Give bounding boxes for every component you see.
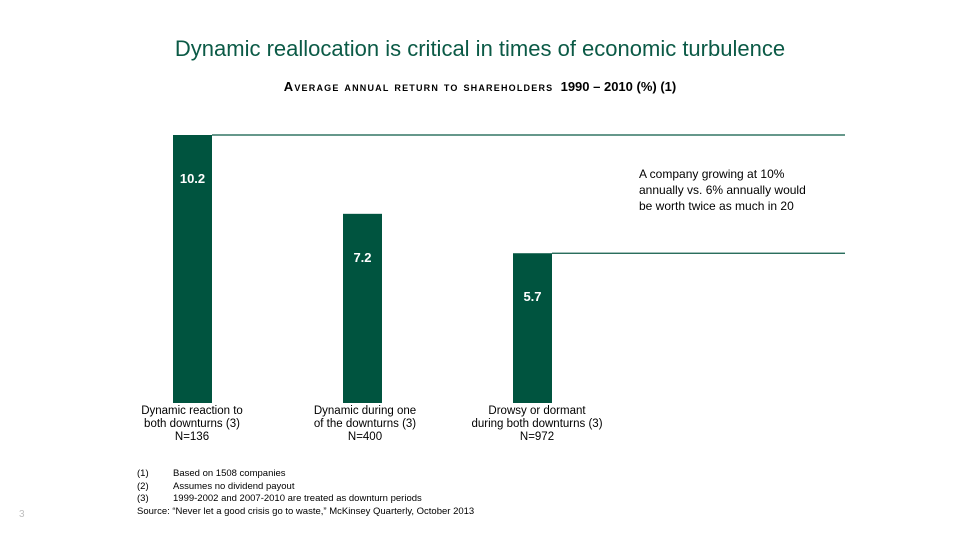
category-sample-size: N=972 (519, 431, 555, 443)
subtitle-period: 1990 – 2010 (%) (1) (560, 79, 677, 94)
page-title: Dynamic reallocation is critical in time… (174, 36, 786, 61)
source-note: Source: “Never let a good crisis go to w… (137, 505, 475, 517)
bar (513, 253, 552, 403)
category-label-line: both downturns (3) (144, 418, 240, 430)
bar-value-label: 7.2 (353, 250, 371, 265)
bar-value-label: 10.2 (180, 171, 205, 186)
footnotes: (1) Based on 1508 companies (2) Assumes … (137, 468, 474, 518)
annotation-line: annually vs. 6% annually would (639, 183, 806, 197)
category-label-line: during both downturns (3) (471, 418, 603, 430)
category-label-line: Dynamic reaction to (141, 405, 243, 417)
footnote: (2) Assumes no dividend payout (137, 481, 474, 494)
annotation-line: A company growing at 10% (639, 167, 785, 181)
subtitle-smallcaps: Average annual return to shareholders (283, 79, 554, 94)
page-number: 3 (19, 509, 25, 520)
footnote: (3) 1999-2002 and 2007-2010 are treated … (137, 493, 474, 506)
category-label-dynamic-both: Dynamic reaction to both downturns (3) N… (112, 405, 272, 444)
chart-subtitle: Average annual return to shareholders 19… (0, 79, 960, 94)
category-label-line: Dynamic during one (313, 405, 417, 417)
category-label-line: Drowsy or dormant (488, 405, 586, 417)
footnote-text: Assumes no dividend payout (173, 480, 295, 492)
growth-annotation: A company growing at 10% annually vs. 6%… (639, 166, 839, 214)
bar-value-label: 5.7 (523, 289, 541, 304)
footnote-text: 1999-2002 and 2007-2010 are treated as d… (173, 493, 422, 504)
footnote-number: (1) (137, 468, 149, 479)
category-sample-size: N=136 (174, 431, 210, 443)
bar (343, 213, 382, 403)
bar (173, 135, 212, 403)
footnote-text: Based on 1508 companies (173, 468, 286, 479)
category-sample-size: N=400 (347, 431, 383, 443)
footnote-number: (3) (137, 493, 149, 504)
category-label-line: of the downturns (3) (313, 418, 417, 430)
annotation-line: be worth twice as much in 20 (639, 199, 794, 213)
category-label-drowsy: Drowsy or dormant during both downturns … (457, 405, 617, 444)
footnote-number: (2) (137, 480, 149, 492)
category-label-dynamic-one: Dynamic during one of the downturns (3) … (285, 405, 445, 444)
footnote: (1) Based on 1508 companies (137, 468, 474, 481)
